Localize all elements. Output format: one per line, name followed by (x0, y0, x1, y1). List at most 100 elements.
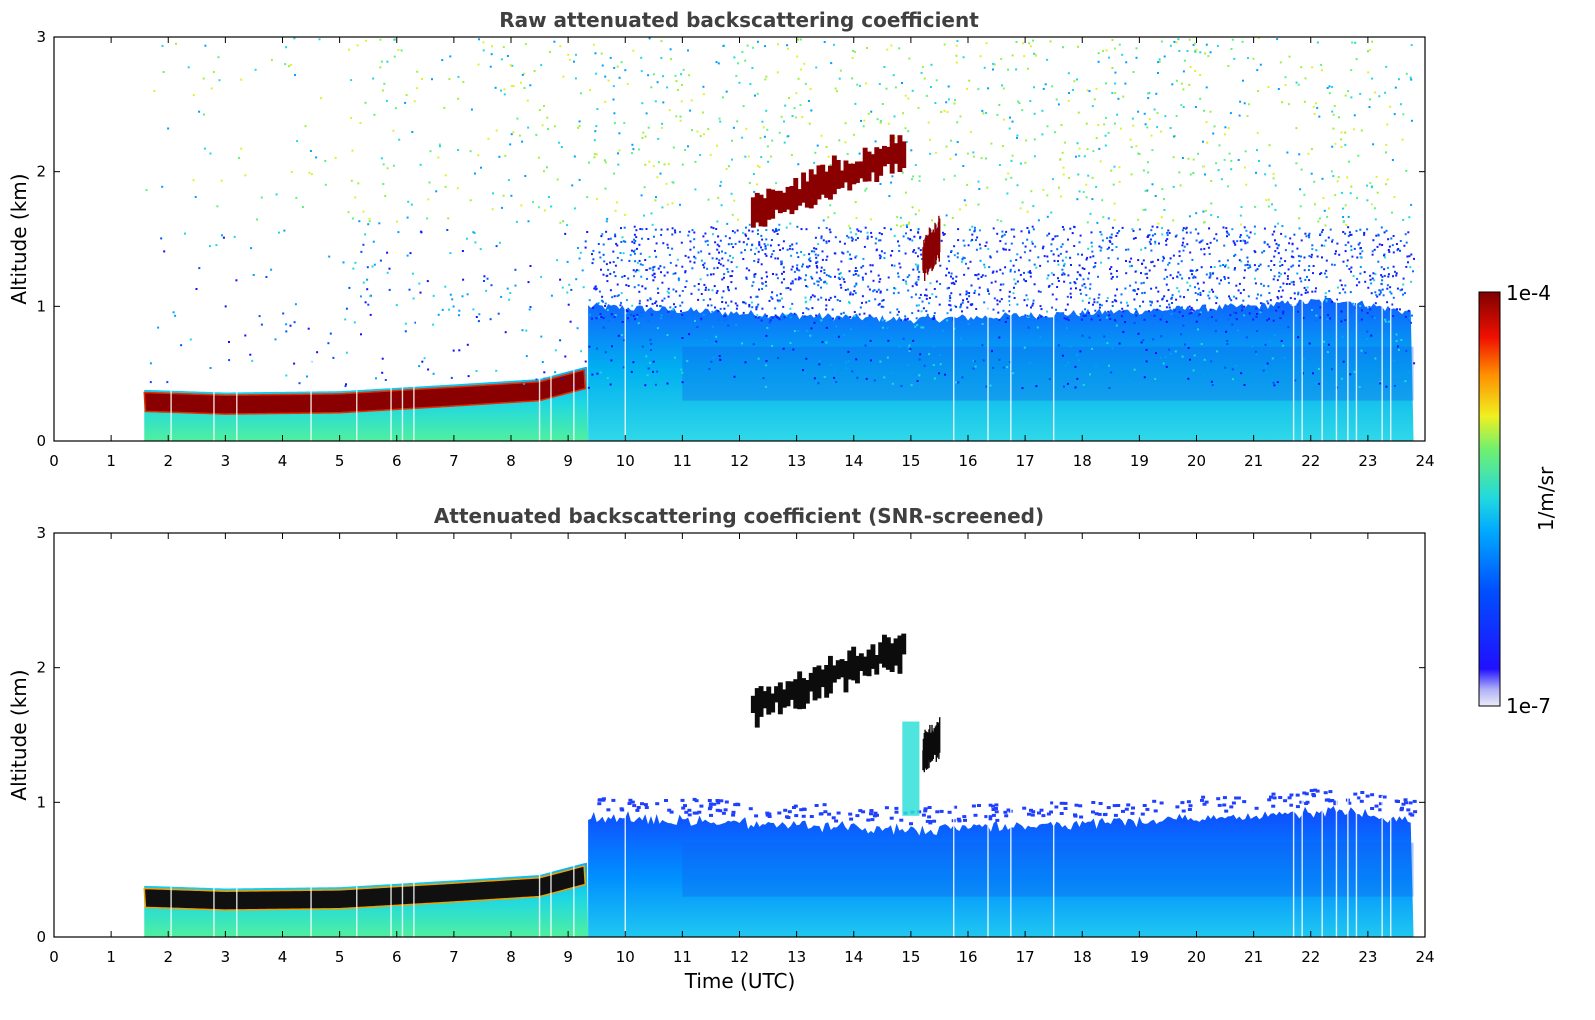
noise-speck (1135, 56, 1138, 59)
noise-speck (974, 229, 976, 232)
noise-speck (693, 255, 696, 258)
noise-speck (825, 240, 828, 243)
noise-speck (1254, 282, 1257, 285)
noise-speck (678, 294, 681, 297)
noise-speck (1367, 71, 1370, 74)
noise-speck (1388, 245, 1391, 248)
noise-speck (593, 156, 596, 159)
noise-speck (500, 58, 503, 61)
noise-speck (1103, 123, 1106, 126)
cloud-cell (866, 151, 872, 182)
noise-speck (1190, 306, 1193, 309)
noise-speck (612, 261, 615, 263)
noise-speck (959, 305, 962, 308)
noise-speck (1164, 356, 1167, 358)
noise-speck (923, 77, 926, 80)
noise-speck (290, 63, 293, 66)
noise-speck (774, 314, 777, 317)
screened-fragment (1359, 799, 1364, 803)
noise-speck (592, 43, 595, 46)
noise-speck (288, 65, 290, 68)
noise-speck (575, 53, 577, 56)
screened-fragment (681, 806, 686, 810)
noise-speck (990, 281, 993, 284)
cloud-cell (820, 669, 826, 688)
noise-speck (871, 264, 874, 267)
noise-speck (683, 317, 686, 320)
noise-speck (960, 337, 962, 340)
noise-speck (1216, 296, 1219, 299)
noise-speck (611, 313, 613, 316)
noise-speck (708, 252, 711, 255)
noise-speck (1382, 294, 1385, 297)
noise-speck (503, 93, 506, 96)
noise-speck (728, 380, 731, 383)
noise-speck (770, 155, 773, 158)
noise-speck (1209, 241, 1212, 244)
noise-speck (1153, 265, 1156, 268)
noise-speck (1359, 92, 1362, 95)
screened-fragment (884, 806, 889, 810)
noise-speck (1187, 377, 1190, 380)
noise-speck (883, 252, 886, 255)
noise-speck (647, 126, 650, 129)
noise-speck (1333, 263, 1336, 266)
noise-speck (1347, 241, 1350, 244)
noise-speck (584, 246, 587, 249)
noise-speck (757, 303, 760, 306)
noise-speck (1226, 339, 1229, 342)
noise-speck (1180, 260, 1183, 263)
noise-speck (462, 278, 465, 281)
screened-fragment (664, 799, 668, 802)
noise-speck (1207, 246, 1210, 249)
noise-speck (633, 275, 635, 278)
noise-speck (805, 300, 808, 303)
noise-speck (1233, 242, 1236, 245)
noise-speck (217, 56, 220, 59)
noise-speck (1142, 259, 1145, 262)
noise-speck (609, 383, 612, 386)
noise-speck (1114, 299, 1117, 302)
noise-speck (652, 370, 654, 373)
noise-speck (998, 300, 1001, 303)
noise-speck (1399, 249, 1401, 252)
noise-speck (985, 157, 987, 160)
noise-speck (861, 301, 863, 304)
noise-speck (797, 278, 800, 281)
noise-speck (804, 296, 807, 299)
noise-speck (1111, 305, 1114, 307)
noise-speck (1042, 188, 1045, 191)
noise-speck (638, 259, 641, 262)
noise-speck (511, 64, 514, 67)
noise-speck (1008, 295, 1011, 298)
noise-speck (725, 90, 728, 93)
noise-speck (523, 382, 526, 385)
noise-speck (853, 290, 856, 292)
noise-speck (956, 252, 959, 255)
screened-fragment (1046, 812, 1051, 816)
noise-speck (1065, 318, 1068, 321)
noise-speck (911, 89, 914, 92)
noise-speck (930, 63, 933, 66)
noise-speck (1146, 126, 1149, 129)
screened-fragment (1204, 800, 1209, 804)
noise-speck (898, 346, 901, 349)
noise-speck (1234, 317, 1237, 320)
noise-speck (1081, 334, 1084, 337)
noise-speck (1109, 318, 1112, 320)
noise-speck (1260, 282, 1263, 285)
noise-speck (1190, 308, 1192, 311)
noise-speck (1077, 111, 1080, 114)
screened-fragment (1267, 798, 1272, 802)
screened-fragment (1370, 807, 1375, 810)
noise-speck (757, 258, 760, 261)
noise-speck (783, 120, 785, 123)
noise-speck (994, 280, 997, 283)
noise-speck (680, 241, 683, 244)
noise-speck (1026, 227, 1029, 229)
noise-speck (817, 226, 820, 229)
cloud-cell (839, 659, 845, 678)
noise-speck (840, 260, 843, 263)
noise-speck (820, 235, 823, 238)
noise-speck (1195, 320, 1198, 323)
